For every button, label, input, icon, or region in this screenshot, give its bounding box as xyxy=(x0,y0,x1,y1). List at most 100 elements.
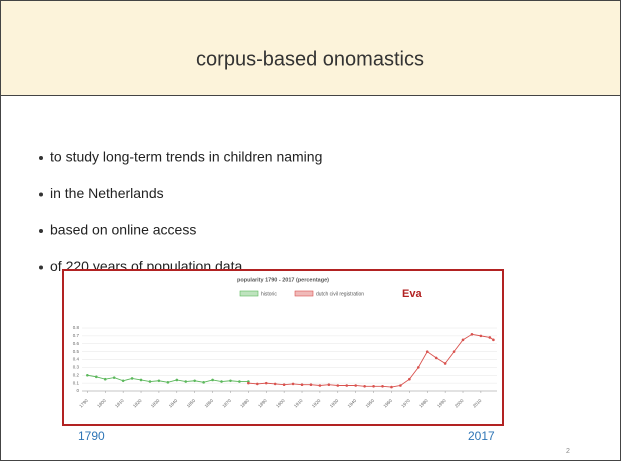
data-point xyxy=(148,380,152,383)
x-tick-label: 1840 xyxy=(168,398,179,409)
data-point xyxy=(202,381,205,384)
data-point xyxy=(229,379,232,383)
data-point xyxy=(264,381,268,385)
data-point xyxy=(492,338,495,342)
data-point xyxy=(193,379,196,383)
x-tick-label: 1790 xyxy=(78,398,89,409)
x-tick-label: 1830 xyxy=(150,398,161,409)
data-point xyxy=(184,380,188,383)
data-point xyxy=(273,382,277,386)
x-tick-label: 1850 xyxy=(186,398,197,409)
slide-title: corpus-based onomastics xyxy=(196,48,424,70)
data-point xyxy=(121,379,125,383)
y-tick-label: 0.8 xyxy=(73,325,80,330)
x-tick-label: 2010 xyxy=(472,398,483,409)
data-point xyxy=(461,338,465,342)
data-point xyxy=(434,356,438,360)
data-point xyxy=(318,384,322,387)
y-tick-label: 0.6 xyxy=(73,341,80,346)
chart: popularity 1790 - 2017 (percentage) Eva hi… xyxy=(73,277,497,409)
x-tick-label: 1900 xyxy=(275,398,286,409)
x-tick-label: 1870 xyxy=(221,398,232,409)
y-tick-label: 0.7 xyxy=(73,333,80,338)
bullet-dot xyxy=(39,265,43,270)
bullet-text: based on online access xyxy=(50,222,196,238)
data-point xyxy=(112,376,116,379)
data-point xyxy=(381,384,384,388)
x-tick-label: 1860 xyxy=(204,398,215,409)
y-tick-label: 0.2 xyxy=(73,372,80,377)
x-tick-label: 1880 xyxy=(239,398,250,409)
data-point xyxy=(256,382,259,386)
data-point xyxy=(452,350,456,353)
bullet-dot xyxy=(39,229,43,233)
data-point xyxy=(139,378,143,382)
x-tick-label: 1910 xyxy=(293,398,304,409)
data-point xyxy=(95,375,98,379)
bullet-text: in the Netherlands xyxy=(50,185,164,201)
y-tick-label: 0.4 xyxy=(73,357,80,362)
y-tick-label: 0 xyxy=(76,388,79,393)
data-point xyxy=(103,377,107,381)
data-point xyxy=(166,381,170,384)
data-point xyxy=(390,385,393,389)
x-tick-label: 1920 xyxy=(311,398,322,409)
bullet-dot xyxy=(39,156,43,160)
y-tick-label: 0.3 xyxy=(73,365,80,370)
x-tick-label: 1820 xyxy=(132,398,143,409)
x-tick-label: 1980 xyxy=(418,398,429,409)
legend-label: dutch civil registration xyxy=(316,291,364,297)
x-tick-label: 1930 xyxy=(329,398,340,409)
y-tick-label: 0.1 xyxy=(73,380,80,385)
data-point xyxy=(130,377,134,380)
x-tick-label: 1970 xyxy=(400,398,411,409)
data-point xyxy=(300,383,304,387)
range-end: 2017 xyxy=(468,429,495,443)
data-point xyxy=(372,384,375,388)
x-tick-label: 1890 xyxy=(257,398,268,409)
x-tick-label: 1960 xyxy=(382,398,393,409)
x-tick-label: 1950 xyxy=(365,398,376,409)
bullet-text: to study long-term trends in children na… xyxy=(50,149,322,165)
data-point xyxy=(479,334,483,338)
range-start: 1790 xyxy=(78,429,105,443)
data-point xyxy=(416,366,420,369)
data-point xyxy=(86,373,89,377)
data-point xyxy=(443,362,447,365)
data-point xyxy=(291,382,295,386)
data-point xyxy=(425,350,429,353)
chart-frame xyxy=(62,269,504,426)
data-point xyxy=(238,380,241,383)
bullet-dot xyxy=(39,192,43,197)
annotation: Eva xyxy=(402,288,422,300)
x-tick-label: 2000 xyxy=(454,398,465,409)
data-point xyxy=(327,383,331,387)
data-point xyxy=(336,384,340,387)
data-point xyxy=(175,378,179,382)
page-number: 2 xyxy=(566,448,570,455)
data-point xyxy=(309,383,313,387)
legend-label: historic xyxy=(261,291,277,297)
data-point xyxy=(157,379,161,383)
x-tick-label: 1990 xyxy=(436,398,447,409)
legend-swatch xyxy=(239,290,259,297)
chart-title: popularity 1790 - 2017 (percentage) xyxy=(237,277,329,283)
data-point xyxy=(354,384,357,387)
x-tick-label: 1940 xyxy=(347,398,358,409)
data-point xyxy=(247,381,250,385)
data-point xyxy=(488,336,492,339)
y-tick-label: 0.5 xyxy=(73,349,80,354)
data-point xyxy=(399,384,402,387)
x-tick-label: 1810 xyxy=(114,398,125,409)
data-point xyxy=(345,384,349,387)
data-point xyxy=(408,377,411,381)
data-point xyxy=(282,383,286,387)
data-point xyxy=(363,384,366,388)
data-point xyxy=(220,380,223,383)
data-point xyxy=(211,378,214,382)
x-tick-label: 1800 xyxy=(96,398,107,409)
legend-swatch xyxy=(294,290,314,297)
data-point xyxy=(470,333,474,336)
header-band xyxy=(0,0,621,96)
